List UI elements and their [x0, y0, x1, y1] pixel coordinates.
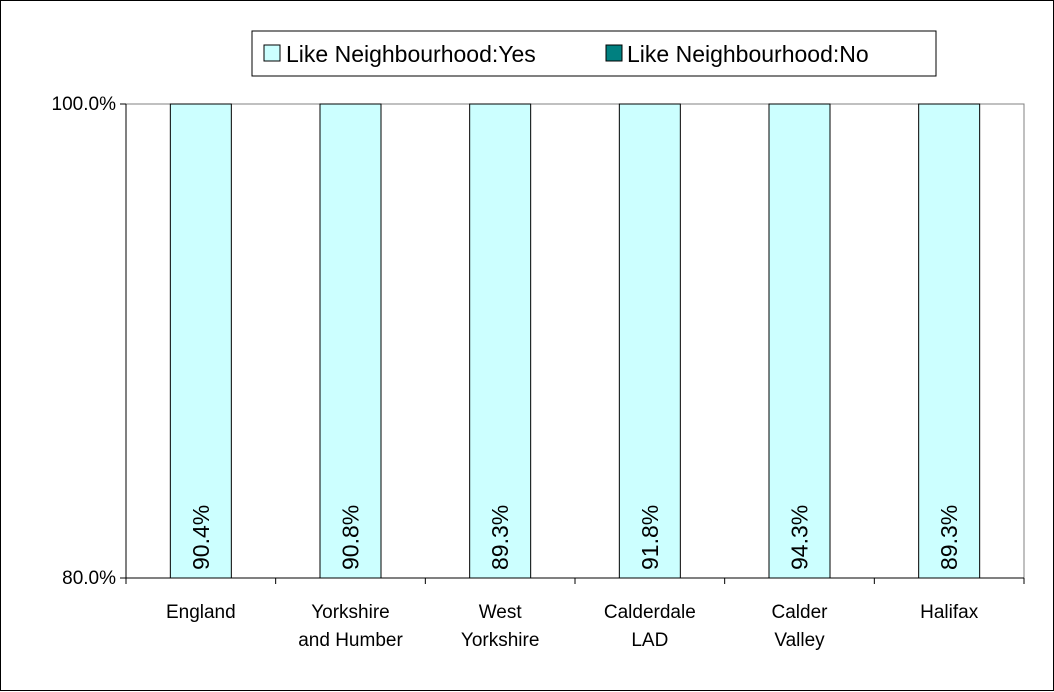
- y-tick-label: 80.0%: [62, 568, 116, 589]
- bar-yes: [169, 103, 232, 579]
- bar-yes: [469, 103, 532, 579]
- legend: Like Neighbourhood:Yes Like Neighbourhoo…: [251, 30, 937, 77]
- category-label: Yorkshire: [311, 602, 390, 623]
- category-label: Calder: [772, 602, 829, 623]
- category-label: Yorkshire: [461, 630, 540, 651]
- data-label: 90.4%: [188, 505, 214, 570]
- category-label: Halifax: [920, 602, 979, 623]
- category-label: Valley: [774, 630, 825, 651]
- data-label: 90.8%: [338, 505, 364, 570]
- data-label: 89.3%: [936, 505, 962, 570]
- legend-label-yes: Like Neighbourhood:Yes: [286, 41, 536, 67]
- legend-box: [251, 30, 937, 77]
- legend-swatch-yes: [263, 44, 281, 62]
- data-label: 91.8%: [637, 505, 663, 570]
- bars-group: [169, 103, 981, 579]
- legend-label-no: Like Neighbourhood:No: [627, 41, 869, 67]
- data-label: 89.3%: [487, 505, 513, 570]
- category-label: and Humber: [298, 630, 403, 651]
- category-label: West: [479, 602, 523, 623]
- bar-yes: [918, 103, 981, 579]
- category-label: England: [166, 602, 236, 623]
- data-label: 94.3%: [787, 505, 813, 570]
- axis-group: 80.0% 100.0%: [52, 94, 1025, 589]
- y-tick-label: 100.0%: [52, 94, 117, 115]
- plot-area: [125, 103, 1025, 579]
- bar-yes: [618, 103, 681, 579]
- bar-yes: [319, 103, 382, 579]
- legend-swatch-no: [605, 44, 623, 62]
- category-label: Calderdale: [604, 602, 696, 623]
- labels-group: 90.4% England 90.8% Yorkshire and Humber 89.3…: [166, 505, 979, 651]
- category-label: LAD: [631, 630, 668, 651]
- bar-yes: [768, 103, 831, 579]
